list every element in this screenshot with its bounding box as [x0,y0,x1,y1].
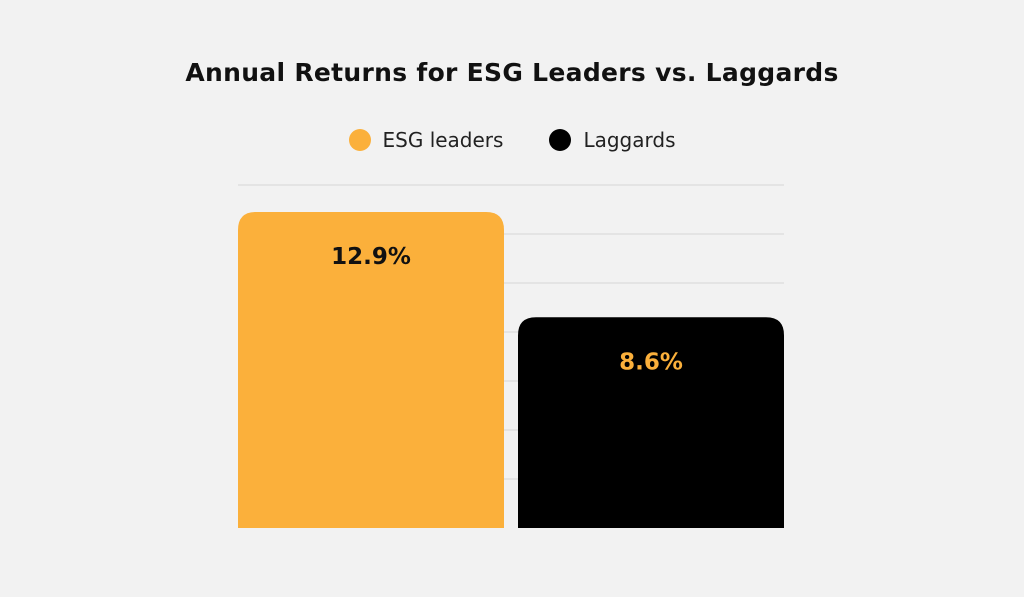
data-label-laggards: 8.6% [619,349,683,375]
data-label-esg-leaders: 12.9% [331,244,411,270]
legend-swatch-laggards [549,129,572,151]
chart-legend: ESG leaders Laggards [0,128,1024,152]
legend-item-esg-leaders[interactable]: ESG leaders [348,128,504,152]
chart-title: Annual Returns for ESG Leaders vs. Lagga… [185,58,839,87]
legend-label-laggards: Laggards [583,128,676,152]
legend-item-laggards[interactable]: Laggards [549,128,675,152]
legend-label-esg-leaders: ESG leaders [382,128,504,152]
bar-laggards[interactable] [518,317,784,528]
bar-esg-leaders[interactable] [238,211,504,528]
legend-swatch-esg-leaders [348,129,371,151]
